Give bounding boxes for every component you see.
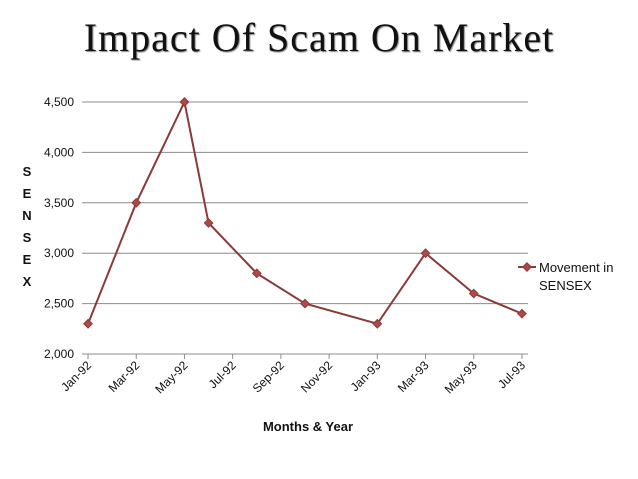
y-axis-title-letter: N [22,208,31,223]
x-tick-label: Nov-92 [298,358,335,395]
y-tick-label: 2,000 [44,347,74,361]
y-axis-title-letter: X [23,274,32,289]
y-tick-label: 2,500 [44,297,74,311]
data-point [517,308,527,319]
y-tick-label: 3,000 [44,246,74,260]
legend-label: SENSEX [539,278,592,293]
data-point [468,288,479,299]
data-point [372,318,383,329]
y-axis-title-letter: S [23,230,32,245]
data-point [251,268,262,279]
x-tick-label: Mar-93 [395,358,432,395]
x-axis-title: Months & Year [263,419,353,434]
x-tick-label: May-93 [442,358,480,396]
y-axis-title-letter: S [23,164,32,179]
x-tick-label: Mar-92 [106,358,143,395]
legend: Movement in SENSEX [518,260,613,293]
data-point [83,318,93,329]
y-axis-title-letter: E [23,186,32,201]
data-point [179,97,190,107]
x-tick-label: May-92 [152,358,190,396]
x-tick-label: Jul-93 [495,358,528,391]
x-tick-label: Jan-93 [348,358,384,394]
y-axis-title-letter: E [23,252,32,267]
legend-label: Movement in [539,260,613,275]
data-point [420,248,431,259]
chart-title: Impact Of Scam On Market [83,15,555,60]
y-axis-ticks: 2,000 2,500 3,000 3,500 4,000 4,500 [44,95,74,361]
y-tick-label: 3,500 [44,196,74,210]
x-tick-label: Jan-92 [58,358,94,394]
x-tick-label: Jul-92 [206,358,239,391]
series-line [87,98,523,325]
series-layer [83,97,527,329]
y-axis-title: SENSEX [22,164,31,289]
x-tick-label: Sep-92 [250,358,287,395]
data-point [300,298,310,309]
y-tick-label: 4,000 [44,145,74,159]
y-tick-label: 4,500 [44,95,74,109]
data-point [203,218,214,228]
x-axis-ticks: Jan-92 Mar-92 May-92 Jul-92 Sep-92 Nov-92 Jan-… [58,354,528,396]
legend-swatch-marker [522,262,532,272]
grid-lines [82,101,528,305]
data-point [131,197,142,208]
